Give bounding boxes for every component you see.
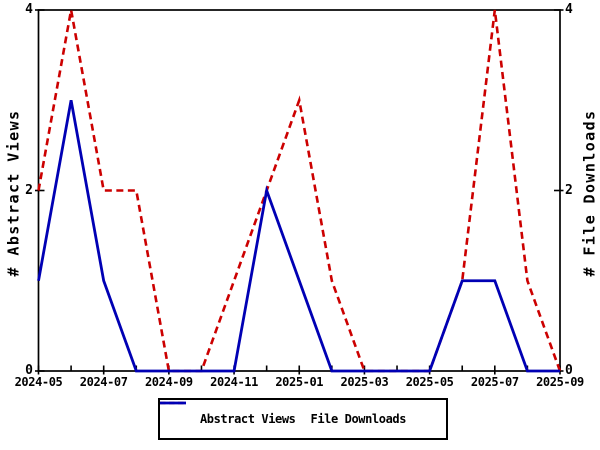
- legend-item-file-downloads: File Downloads: [160, 401, 407, 426]
- x-tick-label: 2025-01: [275, 375, 324, 389]
- x-tick-label: 2025-03: [340, 375, 389, 389]
- series-line-abstract-views: [37, 9, 562, 373]
- x-tick-label: 2025-09: [536, 375, 584, 389]
- y-tick-label-left: 2: [25, 182, 33, 198]
- y-axis-title-right: # File Downloads: [580, 109, 599, 277]
- series-line-file-downloads: [37, 100, 560, 373]
- x-tick-label: 2025-07: [470, 375, 519, 389]
- legend-label: File Downloads: [310, 412, 407, 426]
- y-tick-label-right: 4: [565, 2, 573, 18]
- y-tick-label-right: 2: [565, 182, 573, 198]
- legend-label: Abstract Views: [199, 412, 296, 426]
- x-tick-label: 2025-05: [405, 375, 454, 389]
- x-tick-label: 2024-11: [210, 375, 258, 389]
- legend-box: Abstract Views File Downloads: [158, 398, 448, 440]
- y-tick-label-right: 0: [565, 363, 573, 379]
- legend-item-abstract-views: Abstract Views: [160, 401, 296, 426]
- x-tick-label: 2024-07: [79, 375, 128, 389]
- y-tick-label-left: 4: [25, 2, 33, 18]
- x-tick-label: 2024-05: [14, 375, 63, 389]
- legend-swatch-solid: [160, 401, 186, 405]
- x-tick-label: 2024-09: [144, 375, 193, 389]
- y-tick-label-left: 0: [25, 363, 33, 379]
